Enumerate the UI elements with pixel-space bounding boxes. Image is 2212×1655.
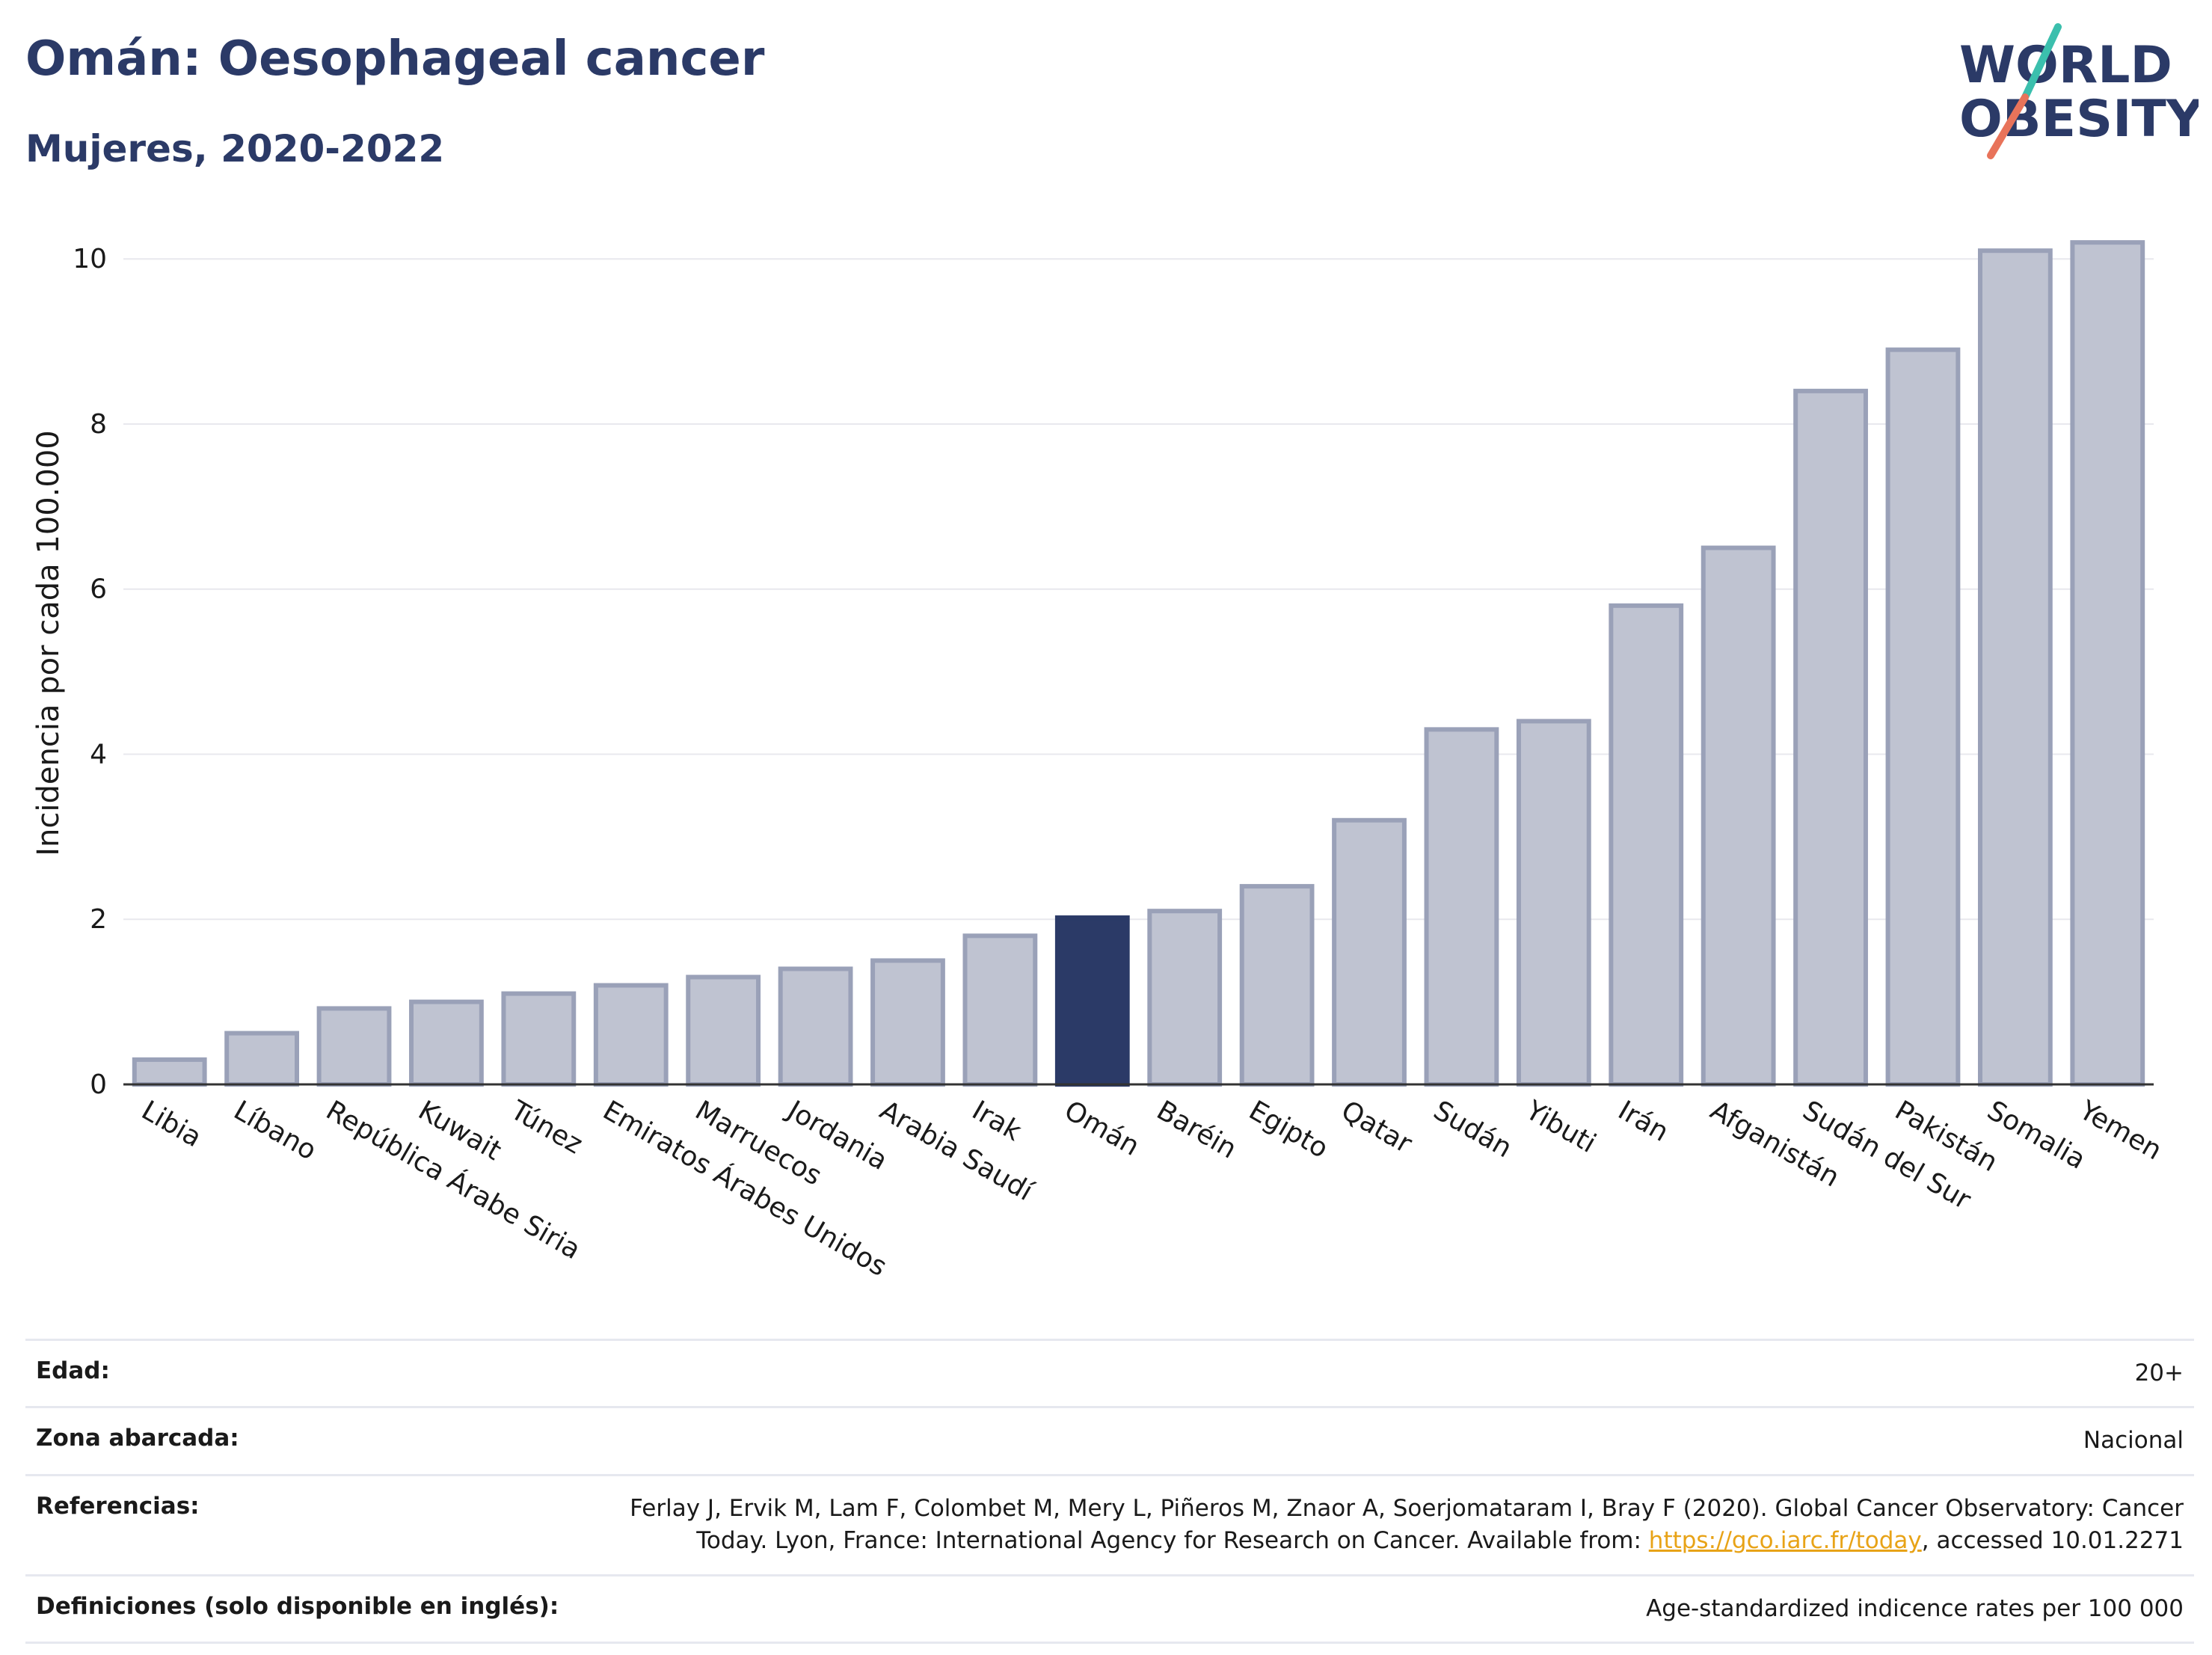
bar-irak — [962, 933, 1038, 1087]
bar-yibuti — [1516, 719, 1591, 1087]
bar-irán — [1609, 603, 1684, 1087]
info-row-area: Zona abarcada: Nacional — [25, 1406, 2194, 1473]
x-tick-label: Irán — [1613, 1095, 1674, 1148]
x-tick-label: Líbano — [229, 1095, 322, 1166]
bar-yemen — [2070, 240, 2145, 1087]
bar-somalia — [1977, 248, 2053, 1087]
x-tick-label: Egipto — [1244, 1095, 1333, 1164]
bar-kuwait — [409, 999, 484, 1087]
bar-emiratos-árabes-unidos — [593, 983, 669, 1087]
x-tick-label: Somalia — [1982, 1095, 2090, 1176]
bar-líbano — [224, 1031, 300, 1087]
bar-egipto — [1239, 884, 1315, 1087]
info-key-definitions: Definiciones (solo disponible en inglés)… — [36, 1592, 559, 1620]
logo-word-1: WORLD — [1959, 36, 2172, 95]
bar-jordania — [778, 966, 853, 1087]
logo-slash-teal — [2021, 23, 2062, 101]
chart-subtitle: Mujeres, 2020-2022 — [25, 127, 445, 171]
reference-text: Ferlay J, Ervik M, Lam F, Colombet M, Me… — [630, 1494, 2184, 1555]
bar-pakistán — [1885, 347, 1961, 1087]
category-labels: Libia Líbano República Árabe SiriaKuwaitTú… — [136, 1094, 2166, 1283]
bar-arabia-saudí — [870, 958, 945, 1087]
world-obesity-logo: WORLD OBESITY — [1959, 23, 2199, 159]
y-tick-label: 2 — [90, 904, 107, 935]
y-tick-label: 0 — [90, 1069, 107, 1100]
x-tick-label: Irak — [967, 1095, 1027, 1147]
x-tick-label: Qatar — [1336, 1095, 1417, 1159]
bar-marruecos — [686, 974, 761, 1087]
x-tick-label: Sudán — [1428, 1095, 1517, 1164]
x-tick-label: Yibuti — [1520, 1095, 1600, 1159]
info-row-age: Edad: 20+ — [25, 1339, 2194, 1406]
x-tick-label: Libia — [136, 1095, 206, 1153]
info-value-age: 20+ — [2134, 1360, 2184, 1387]
bars — [132, 240, 2145, 1087]
y-tick-label: 8 — [90, 409, 107, 440]
y-tick-label: 10 — [73, 244, 107, 274]
bar-baréin — [1147, 909, 1223, 1087]
bar-túnez — [501, 991, 577, 1087]
axes: 0 2 4 6 8 10 — [73, 244, 2154, 1100]
logo-slash-coral — [1987, 93, 2029, 159]
bar-sudán — [1424, 727, 1499, 1087]
info-row-definitions: Definiciones (solo disponible en inglés)… — [25, 1573, 2194, 1644]
y-tick-label: 4 — [90, 739, 107, 770]
info-row-references: Referencias: Ferlay J, Ervik M, Lam F, C… — [25, 1473, 2194, 1574]
x-tick-label: Baréin — [1152, 1095, 1242, 1164]
bar-libia — [132, 1057, 207, 1087]
info-key-age: Edad: — [36, 1357, 110, 1384]
info-value-definitions: Age-standardized indicence rates per 100… — [1646, 1594, 2184, 1622]
bar-sudán-del-sur — [1793, 388, 1868, 1087]
info-key-references: Referencias: — [36, 1492, 200, 1520]
info-value-area: Nacional — [2083, 1427, 2184, 1455]
x-tick-label: Omán — [1059, 1095, 1144, 1162]
y-axis-title: Incidencia por cada 100.000 — [31, 430, 66, 856]
bar-omán — [1054, 915, 1130, 1087]
x-tick-label: Yemen — [2074, 1095, 2167, 1167]
bar-qatar — [1332, 817, 1407, 1087]
x-tick-label: Arabia Saudí — [874, 1095, 1038, 1207]
y-tick-label: 6 — [90, 574, 107, 605]
chart-title: Omán: Oesophageal cancer — [25, 31, 765, 87]
info-table: Edad: 20+ Zona abarcada: Nacional Refere… — [25, 1339, 2194, 1644]
x-tick-label: Túnez — [505, 1095, 588, 1161]
info-key-area: Zona abarcada: — [36, 1425, 239, 1452]
info-value-references: Ferlay J, Ervik M, Lam F, Colombet M, Me… — [553, 1493, 2184, 1558]
bar-república-árabe-siria — [316, 1006, 392, 1087]
reference-accessed: , accessed 10.01.2271 — [1921, 1527, 2184, 1555]
reference-link[interactable]: https://gco.iarc.fr/today — [1648, 1527, 1922, 1555]
bar-afganistán — [1701, 545, 1776, 1087]
